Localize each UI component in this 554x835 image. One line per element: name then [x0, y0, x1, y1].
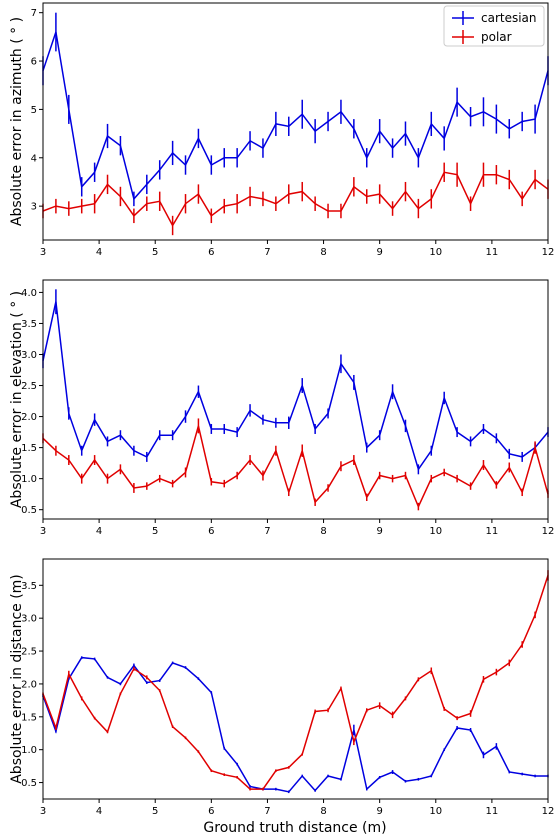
y-tick-label: 2.5: [21, 647, 37, 658]
x-tick-label: 4: [96, 247, 102, 258]
legend-label-cartesian: cartesian: [481, 11, 537, 25]
x-tick-label: 8: [320, 526, 326, 537]
y-tick-label: 3.0: [21, 614, 37, 625]
x-tick-label: 6: [208, 526, 214, 537]
x-tick-label: 12: [542, 526, 554, 537]
y-axis-label: Absolute error in azimuth ( ° ): [9, 17, 25, 226]
axes-frame: [42, 2, 549, 241]
x-tick-label: 11: [486, 526, 499, 537]
x-tick-label: 6: [208, 247, 214, 258]
x-tick-label: 5: [152, 526, 158, 537]
x-tick-label: 6: [208, 806, 214, 817]
x-tick-label: 11: [486, 247, 499, 258]
y-tick-label: 3: [31, 202, 37, 213]
azimuth-error-panel: 3 4 5 6 7 8 9 10 11 12 3 4 5 6 7 Absolute error in azim…: [9, 2, 554, 258]
y-tick-label: 0.5: [21, 505, 37, 516]
y-tick-label: 1.0: [21, 745, 37, 756]
x-tick-label: 3: [40, 526, 46, 537]
legend-box: [443, 5, 545, 47]
series-line-polar: [42, 171, 549, 228]
x-tick-label: 4: [96, 526, 102, 537]
x-tick-label: 3: [40, 247, 46, 258]
y-tick-label: 3.5: [21, 581, 37, 592]
y-tick-label: 2.0: [21, 412, 37, 423]
series-line-cartesian: [42, 31, 549, 201]
series-line-polar: [42, 575, 549, 790]
x-tick-label: 5: [152, 247, 158, 258]
axes-frame: [42, 279, 549, 520]
elevation-error-panel: 3 4 5 6 7 8 9 10 11 12 0.5 1.0 1.5 2.0 2.5 3.0 3.5 4.0Abs…: [9, 279, 554, 537]
y-tick-label: 2.5: [21, 381, 37, 392]
x-axis-label: Ground truth distance (m): [203, 820, 386, 835]
x-tick-label: 12: [542, 247, 554, 258]
y-tick-label: 1.5: [21, 443, 37, 454]
legend-label-polar: polar: [481, 30, 512, 44]
distance-error-panel: 3 4 5 6 7 8 9 10 11 12 0.5 1.0 1.5 2.0 2.5 3.0 3.5Absolu…: [9, 558, 554, 817]
y-tick-label: 5: [31, 105, 37, 116]
y-tick-label: 6: [31, 57, 37, 68]
y-tick-label: 3.0: [21, 350, 37, 361]
x-tick-label: 9: [376, 247, 382, 258]
x-tick-label: 7: [264, 247, 270, 258]
x-tick-label: 9: [376, 806, 382, 817]
series-line-cartesian: [42, 301, 549, 472]
x-tick-label: 4: [96, 806, 102, 817]
x-tick-label: 12: [542, 806, 554, 817]
y-tick-label: 4: [31, 153, 37, 164]
x-tick-label: 3: [40, 806, 46, 817]
x-tick-label: 9: [376, 526, 382, 537]
y-axis-label: Absolute error in distance (m): [9, 574, 25, 784]
x-tick-label: 7: [264, 526, 270, 537]
x-tick-label: 8: [320, 247, 326, 258]
legend: cartesian polar: [443, 5, 545, 47]
x-tick-label: 11: [486, 806, 499, 817]
series-line-polar: [42, 425, 549, 509]
y-tick-label: 2.0: [21, 679, 37, 690]
y-axis-label: Absolute error in elevation ( ° ): [9, 291, 25, 508]
x-tick-label: 10: [429, 247, 442, 258]
x-tick-label: 5: [152, 806, 158, 817]
x-tick-label: 8: [320, 806, 326, 817]
y-tick-label: 4.0: [21, 288, 37, 299]
x-tick-label: 7: [264, 806, 270, 817]
series-line-cartesian: [42, 656, 548, 793]
axes-frame: [42, 558, 549, 800]
y-tick-label: 3.5: [21, 319, 37, 330]
x-tick-label: 10: [429, 806, 442, 817]
y-tick-label: 0.5: [21, 778, 37, 789]
y-tick-label: 1.0: [21, 474, 37, 485]
y-tick-label: 1.5: [21, 712, 37, 723]
x-tick-label: 10: [429, 526, 442, 537]
y-tick-label: 7: [31, 8, 37, 19]
